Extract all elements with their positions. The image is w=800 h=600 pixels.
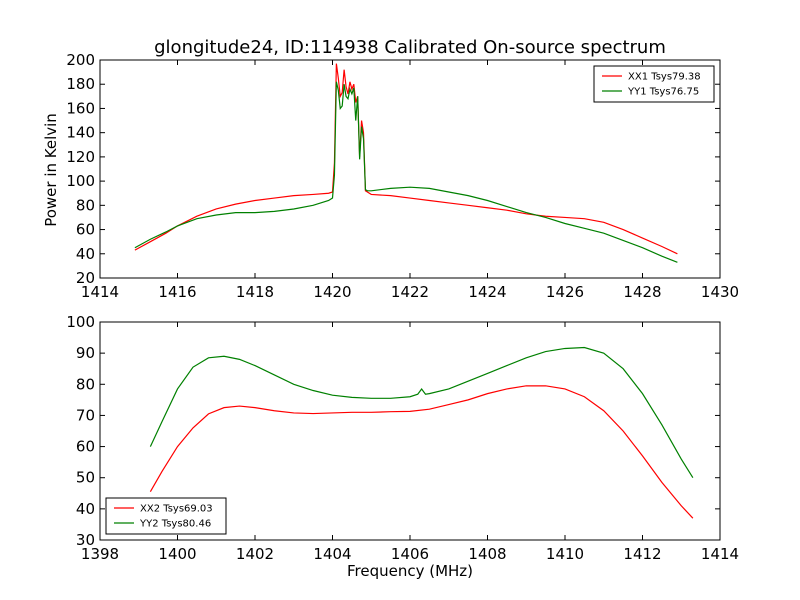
bottom-y-tick-label: 40 <box>76 500 95 518</box>
bottom-x-tick-label: 1398 <box>81 545 119 563</box>
top-x-tick-label: 1426 <box>546 283 584 301</box>
top-y-tick-label: 180 <box>66 75 95 93</box>
top-y-tick-label: 20 <box>76 269 95 287</box>
bottom-series-line-1 <box>149 385 694 519</box>
top-y-tick-label: 100 <box>66 172 95 190</box>
top-legend-label-2: YY1 Tsys76.75 <box>627 87 699 98</box>
top-series-line-2 <box>134 81 678 263</box>
top-legend: XX1 Tsys79.38 YY1 Tsys76.75 <box>593 65 715 103</box>
top-legend-label-1: XX1 Tsys79.38 <box>628 72 701 83</box>
top-x-tick-label: 1418 <box>236 283 274 301</box>
top-x-tick-label: 1424 <box>468 283 506 301</box>
top-panel: 1414 1416 1418 1420 1422 1424 1426 1428 1430 20 40… <box>66 51 739 301</box>
top-y-tick-label: 80 <box>76 196 95 214</box>
bottom-series-line-2 <box>149 346 694 479</box>
bottom-panel: 1398 1400 1402 1404 1406 1408 1410 1412 1414 30 40… <box>66 313 739 563</box>
bottom-legend: XX2 Tsys69.03 YY2 Tsys80.46 <box>105 497 227 535</box>
bottom-x-tick-label: 1404 <box>313 545 351 563</box>
chart-title: glongitude24, ID:114938 Calibrated On-so… <box>154 37 666 58</box>
bottom-x-tick-label: 1400 <box>158 545 196 563</box>
bottom-legend-label-1: XX2 Tsys69.03 <box>140 504 213 515</box>
bottom-legend-box <box>105 497 227 535</box>
top-x-tick-label: 1422 <box>391 283 429 301</box>
top-y-tick-label: 160 <box>66 99 95 117</box>
bottom-y-tick-label: 50 <box>76 469 95 487</box>
top-x-tick-label: 1430 <box>701 283 739 301</box>
top-y-tick-label: 40 <box>76 245 95 263</box>
top-legend-box <box>593 65 715 103</box>
x-axis-label: Frequency (MHz) <box>347 562 473 580</box>
bottom-x-tick-label: 1408 <box>468 545 506 563</box>
top-x-tick-label: 1420 <box>313 283 351 301</box>
y-axis-label: Power in Kelvin <box>42 113 60 227</box>
top-y-tick-label: 200 <box>66 51 95 69</box>
bottom-x-tick-label: 1410 <box>546 545 584 563</box>
top-x-tick-label: 1416 <box>158 283 196 301</box>
bottom-y-tick-label: 90 <box>76 344 95 362</box>
top-y-tick-label: 140 <box>66 124 95 142</box>
top-series-line-1 <box>134 63 678 255</box>
top-y-tick-label: 120 <box>66 148 95 166</box>
bottom-legend-label-2: YY2 Tsys80.46 <box>139 519 211 530</box>
bottom-y-tick-label: 60 <box>76 438 95 456</box>
top-y-tick-label: 60 <box>76 221 95 239</box>
bottom-y-tick-label: 30 <box>76 531 95 549</box>
bottom-x-tick-label: 1406 <box>391 545 429 563</box>
bottom-x-tick-label: 1414 <box>701 545 739 563</box>
bottom-x-tick-label: 1412 <box>623 545 661 563</box>
bottom-y-tick-label: 80 <box>76 375 95 393</box>
bottom-y-tick-label: 100 <box>66 313 95 331</box>
top-x-tick-label: 1414 <box>81 283 119 301</box>
bottom-y-tick-label: 70 <box>76 406 95 424</box>
bottom-x-tick-label: 1402 <box>236 545 274 563</box>
top-x-tick-label: 1428 <box>623 283 661 301</box>
